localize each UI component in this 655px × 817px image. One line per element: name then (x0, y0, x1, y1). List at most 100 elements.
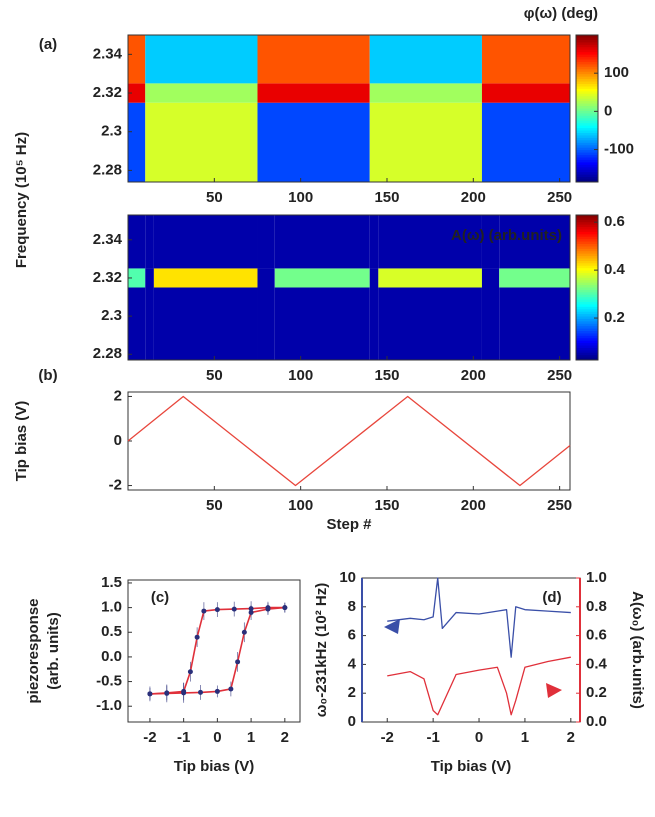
y-tick-label: -1.0 (96, 697, 122, 714)
y-tick-label: 2 (114, 387, 122, 404)
colorbar-step (576, 101, 598, 105)
colorbar-step (576, 86, 598, 90)
colorbar-step (576, 88, 598, 92)
x-tick-label: 100 (288, 189, 313, 206)
colorbar-tick-label: 0.4 (604, 261, 626, 278)
x-tick-label: 50 (206, 189, 223, 206)
data-line (387, 656, 571, 716)
data-point (164, 690, 170, 696)
colorbar-step (576, 120, 598, 124)
colorbar-step (576, 331, 598, 334)
heat-cell (145, 215, 154, 269)
x-tick-label: 200 (461, 367, 486, 384)
heat-cell (153, 268, 258, 288)
heat-cell (145, 83, 258, 103)
heat-cell (257, 215, 275, 269)
colorbar-frame (575, 34, 599, 183)
colorbar-step (576, 357, 598, 361)
heat-cell (128, 287, 146, 360)
data-point (198, 689, 204, 695)
plot-frame (127, 579, 301, 723)
colorbar-step (576, 179, 598, 183)
colorbar-step (576, 66, 598, 70)
heat-cell (145, 35, 258, 84)
colorbar-step (576, 294, 598, 298)
colorbar-step (576, 297, 598, 301)
y-axis-label: Frequency (10⁵ Hz) (13, 132, 30, 268)
x-tick-label: -2 (381, 729, 394, 746)
y-tick-label: 2.3 (101, 307, 122, 324)
heat-cell (369, 215, 379, 269)
heat-cell (369, 35, 482, 84)
blue-arrow (384, 619, 400, 634)
colorbar-step (576, 37, 598, 41)
colorbar-step (576, 234, 598, 238)
data-point (265, 606, 271, 612)
colorbar-step (576, 157, 598, 161)
heat-cell (145, 268, 154, 288)
x-tick-label: -1 (177, 729, 190, 746)
colorbar-step (576, 106, 598, 109)
y-tick-label: 10 (339, 569, 356, 586)
y2-tick-label: 0.0 (586, 713, 607, 730)
colorbar-step (576, 236, 598, 240)
colorbar-step (576, 98, 598, 102)
x-tick-label: 150 (374, 367, 399, 384)
y-tick-label: 2.28 (93, 345, 122, 362)
x-axis-label: Tip bias (V) (174, 758, 255, 775)
y-tick-label: 0 (114, 432, 122, 449)
y-tick-label: 1.5 (101, 574, 122, 591)
y2-tick-label: 0.6 (586, 627, 607, 644)
colorbar-step (576, 125, 598, 129)
colorbar-step (576, 113, 598, 117)
colorbar-step (576, 239, 598, 243)
colorbar-step (576, 79, 598, 83)
colorbar-step (576, 229, 598, 233)
colorbar-step (576, 246, 598, 250)
colorbar-step (576, 321, 598, 325)
x-tick-label: 250 (547, 367, 572, 384)
heat-cell (369, 268, 379, 288)
x-tick-label: 150 (374, 497, 399, 514)
colorbar-step (576, 316, 598, 320)
y-tick-label: 2.32 (93, 269, 122, 286)
data-point (235, 659, 241, 665)
y-tick-label: 2.32 (93, 84, 122, 101)
data-point (214, 688, 220, 694)
heat-cell (274, 215, 370, 269)
colorbar-step (576, 328, 598, 332)
colorbar-step (576, 309, 598, 313)
colorbar-step (576, 224, 598, 228)
colorbar-step (576, 140, 598, 144)
heat-cell (378, 268, 482, 288)
heat-cell (481, 287, 500, 360)
colorbar-step (576, 145, 598, 149)
colorbar-step (576, 147, 598, 151)
colorbar-step (576, 155, 598, 158)
colorbar-step (576, 96, 598, 100)
colorbar-step (576, 57, 598, 60)
y2-tick-label: 1.0 (586, 569, 607, 586)
heat-cell (499, 215, 570, 269)
x-tick-label: 0 (475, 729, 483, 746)
colorbar-step (576, 137, 598, 141)
colorbar-tick-label: 0.2 (604, 309, 625, 326)
heat-cell (145, 102, 258, 182)
heat-cell (481, 102, 570, 182)
colorbar-step (576, 84, 598, 87)
colorbar-step (576, 256, 598, 259)
colorbar-step (576, 340, 598, 344)
x-tick-label: 200 (461, 189, 486, 206)
colorbar-step (576, 177, 598, 181)
colorbar-step (576, 49, 598, 53)
colorbar-step (576, 244, 598, 247)
colorbar-step (576, 333, 598, 337)
colorbar-step (576, 275, 598, 279)
panel-label: (d) (542, 589, 561, 606)
heat-cell (128, 35, 146, 84)
heat-cell (499, 287, 570, 360)
data-point (282, 605, 288, 611)
colorbar-step (576, 35, 598, 38)
data-point (187, 669, 193, 675)
